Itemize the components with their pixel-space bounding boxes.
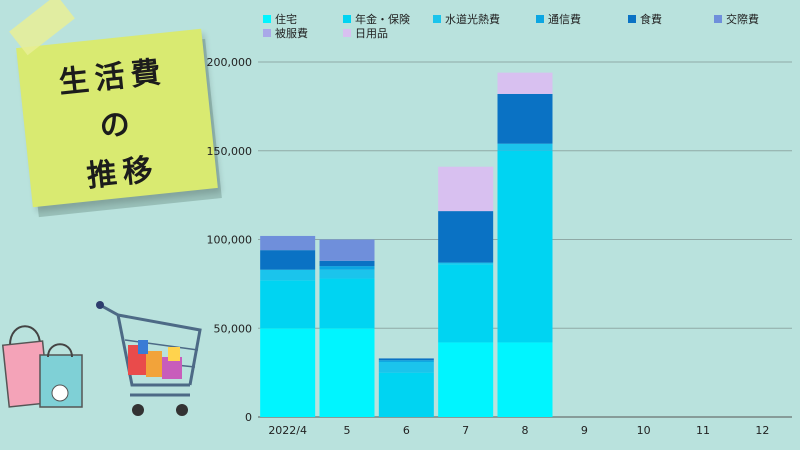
x-tick-label: 11 (696, 424, 710, 437)
legend-label: 交際費 (726, 12, 759, 26)
bar-segment (319, 266, 375, 270)
y-tick-label: 100,000 (207, 234, 253, 247)
bar-segment (319, 269, 375, 279)
legend-swatch (714, 15, 722, 23)
shopping-illustration (1, 301, 202, 416)
bar-segment (260, 269, 316, 281)
y-tick-label: 200,000 (207, 56, 253, 69)
bar-segment (260, 235, 316, 251)
bar-segment (497, 150, 553, 343)
bar-segment (319, 278, 375, 329)
bar-segment (260, 280, 316, 329)
bar-segment (438, 342, 494, 417)
legend-label: 食費 (640, 12, 662, 26)
legend-swatch (536, 15, 544, 23)
bar-segment (319, 239, 375, 261)
bar-segment (378, 372, 434, 417)
x-tick-label: 6 (403, 424, 410, 437)
legend-label: 日用品 (355, 27, 388, 40)
y-tick-label: 50,000 (214, 322, 253, 335)
x-tick-label: 7 (462, 424, 469, 437)
legend-swatch (343, 15, 351, 23)
legend-swatch (263, 15, 271, 23)
shopping-cart-icon (96, 301, 202, 416)
x-tick-label: 8 (522, 424, 529, 437)
legend-swatch (433, 15, 441, 23)
x-tick-label: 2022/4 (268, 424, 307, 437)
legend-label: 水道光熱費 (445, 12, 500, 26)
bar-segment (378, 360, 434, 362)
bar-segment (438, 262, 494, 265)
legend-swatch (263, 29, 271, 37)
bar-segment (497, 342, 553, 417)
bar-segment (319, 328, 375, 417)
bar-segment (319, 260, 375, 267)
bar-segment (378, 358, 434, 361)
legend-label: 通信費 (548, 12, 581, 26)
y-axis: 0 50,000 100,000 150,000 200,000 (207, 56, 253, 424)
bar-segment (438, 264, 494, 343)
x-tick-label: 5 (344, 424, 351, 437)
shopping-bag-icon (1, 325, 83, 408)
bars (260, 72, 553, 417)
x-tick-label: 9 (581, 424, 588, 437)
bar-segment (438, 166, 494, 212)
legend-label: 住宅 (275, 12, 297, 26)
bar-segment (497, 93, 553, 144)
bar-segment (497, 143, 553, 151)
x-tick-label: 12 (755, 424, 769, 437)
x-tick-label: 10 (637, 424, 651, 437)
legend-swatch (343, 29, 351, 37)
legend-label: 被服費 (275, 26, 308, 40)
legend-swatch (628, 15, 636, 23)
bar-segment (260, 250, 316, 270)
bar-segment (378, 361, 434, 373)
bar-segment (497, 72, 553, 94)
y-tick-label: 0 (245, 411, 252, 424)
y-tick-label: 150,000 (207, 145, 253, 158)
bar-segment (438, 211, 494, 263)
x-axis: 2022/4 5 6 7 8 9 10 11 12 (268, 424, 769, 437)
bar-segment (260, 328, 316, 417)
legend-label: 年金・保険 (355, 12, 410, 26)
